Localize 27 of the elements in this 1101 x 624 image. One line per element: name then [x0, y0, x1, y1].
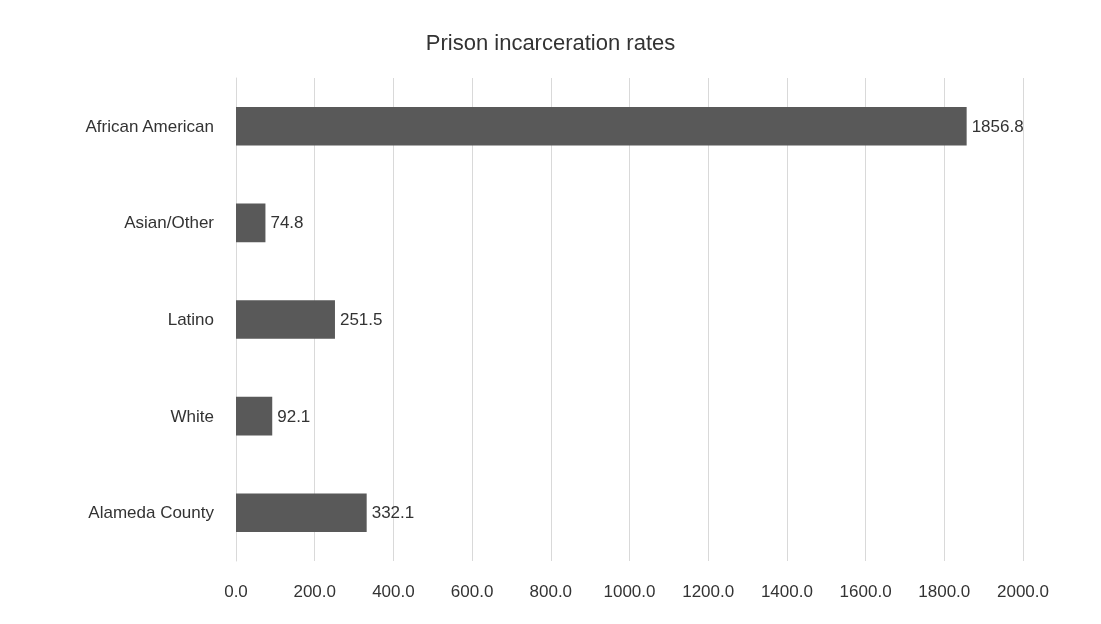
x-tick-label: 1800.0 [918, 582, 971, 601]
data-label: 74.8 [270, 213, 304, 233]
x-tick-label: 1600.0 [839, 582, 892, 601]
y-tick-label: Asian/Other [124, 213, 215, 233]
x-tick-label: 1000.0 [603, 582, 656, 601]
data-label: 251.5 [339, 310, 383, 329]
y-tick-label: African American [85, 116, 214, 136]
y-tick-label: Alameda County [88, 503, 215, 523]
x-tick-label: 600.0 [450, 582, 494, 601]
x-tick-label: 200.0 [293, 582, 336, 601]
bar [236, 396, 273, 436]
chart-title: Prison incarceration rates [425, 29, 676, 55]
data-label: 332.1 [371, 503, 415, 523]
bar [236, 203, 266, 243]
y-tick-label: White [170, 406, 214, 426]
x-tick-label: 0.0 [224, 582, 248, 601]
y-tick-label: Latino [167, 310, 214, 329]
x-tick-label: 400.0 [372, 582, 415, 601]
bar [236, 106, 967, 146]
x-tick-label: 1400.0 [760, 582, 813, 601]
x-tick-label: 800.0 [529, 582, 573, 601]
x-tick-label: 1200.0 [682, 582, 735, 601]
data-label: 1856.8 [971, 116, 1024, 136]
x-tick-label: 2000.0 [997, 582, 1049, 601]
bar [236, 493, 367, 533]
bar [236, 300, 335, 339]
data-label: 92.1 [277, 406, 311, 426]
